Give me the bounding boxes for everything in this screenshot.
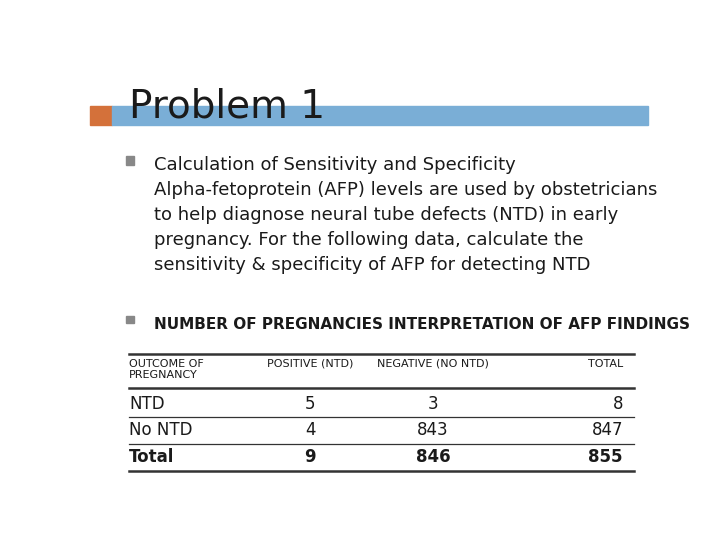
Text: NUMBER OF PREGNANCIES INTERPRETATION OF AFP FINDINGS: NUMBER OF PREGNANCIES INTERPRETATION OF … [154,317,690,332]
Text: 3: 3 [428,395,438,413]
Text: 8: 8 [613,395,623,413]
Text: POSITIVE (NTD): POSITIVE (NTD) [267,359,354,369]
Text: 4: 4 [305,421,315,439]
Text: Calculation of Sensitivity and Specificity
Alpha-fetoprotein (AFP) levels are us: Calculation of Sensitivity and Specifici… [154,156,657,274]
Bar [126,315,133,323]
Bar [126,156,133,165]
Bar [112,106,648,125]
Bar [90,106,112,125]
Text: 9: 9 [305,448,316,466]
Text: NEGATIVE (NO NTD): NEGATIVE (NO NTD) [377,359,489,369]
Text: 855: 855 [588,448,623,466]
Text: 847: 847 [591,421,623,439]
Text: NTD: NTD [129,395,165,413]
Text: 846: 846 [416,448,451,466]
Text: TOTAL: TOTAL [588,359,623,369]
Text: OUTCOME OF
PREGNANCY: OUTCOME OF PREGNANCY [129,359,204,380]
Text: Total: Total [129,448,174,466]
Text: No NTD: No NTD [129,421,192,439]
Text: 5: 5 [305,395,315,413]
Text: Problem 1: Problem 1 [129,87,325,126]
Text: 843: 843 [418,421,449,439]
